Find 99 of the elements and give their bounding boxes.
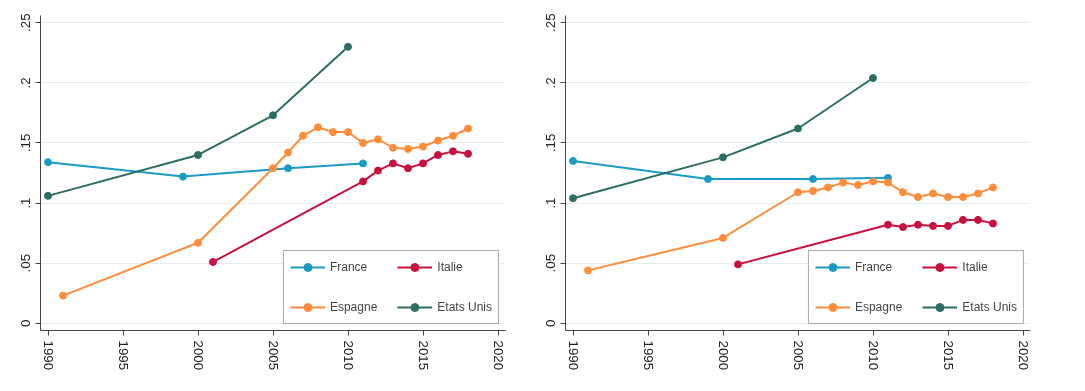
point	[179, 172, 187, 181]
point	[959, 215, 967, 224]
x-tick-label: 2010	[340, 340, 356, 371]
x-tick-label: 1990	[40, 340, 56, 371]
legend-label: France	[854, 260, 893, 274]
point	[719, 153, 727, 162]
point	[449, 147, 457, 156]
point	[44, 158, 52, 167]
point	[419, 142, 427, 151]
point	[884, 220, 892, 229]
point	[464, 124, 472, 133]
y-tick-label: .25	[18, 13, 34, 32]
point	[884, 178, 892, 187]
point	[959, 193, 967, 202]
point	[974, 189, 982, 198]
point	[584, 266, 592, 275]
point	[344, 128, 352, 137]
x-tick-label: 1995	[115, 340, 131, 371]
legend-label: Espagne	[854, 300, 903, 314]
point	[194, 150, 202, 159]
legend-label: Etats Unis	[437, 300, 492, 314]
x-tick-label: 2020	[490, 340, 506, 371]
y-tick-label: .1	[18, 197, 34, 209]
point	[419, 159, 427, 168]
point	[374, 166, 382, 175]
x-tick-label: 2020	[1015, 340, 1031, 371]
x-tick-label: 2015	[940, 340, 956, 371]
point	[359, 177, 367, 186]
point	[899, 223, 907, 232]
point	[269, 164, 277, 173]
x-tick-label: 2005	[790, 340, 806, 371]
point	[359, 159, 367, 168]
point	[434, 136, 442, 145]
point	[344, 42, 352, 51]
point	[929, 221, 937, 230]
point	[404, 144, 412, 153]
y-tick-label: .15	[543, 133, 559, 153]
point	[44, 191, 52, 200]
point	[389, 159, 397, 168]
point	[194, 238, 202, 247]
y-tick-label: .1	[543, 197, 559, 209]
point	[359, 138, 367, 147]
point	[59, 291, 67, 300]
point	[944, 193, 952, 202]
x-tick-label: 1995	[640, 340, 656, 371]
point	[869, 177, 877, 186]
point	[374, 135, 382, 144]
y-tick-label: 0	[18, 319, 34, 327]
point	[929, 189, 937, 198]
point	[284, 164, 292, 173]
point	[209, 257, 217, 266]
y-tick-label: .2	[18, 77, 34, 89]
legend-label: France	[329, 260, 368, 274]
point	[269, 111, 277, 120]
point	[824, 183, 832, 192]
point	[794, 124, 802, 133]
y-tick-label: 0	[543, 319, 559, 327]
x-tick-label: 2010	[865, 340, 881, 371]
point	[284, 148, 292, 157]
point	[449, 131, 457, 140]
point	[299, 131, 307, 140]
point	[914, 193, 922, 202]
point	[989, 183, 997, 192]
x-tick-label: 2000	[190, 340, 206, 371]
x-tick-label: 2000	[715, 340, 731, 371]
y-tick-label: .05	[18, 253, 34, 273]
y-tick-label: .05	[543, 253, 559, 273]
point	[329, 128, 337, 137]
point	[569, 194, 577, 203]
point	[404, 164, 412, 173]
point	[794, 188, 802, 197]
x-tick-label: 2015	[415, 340, 431, 371]
x-tick-label: 1990	[565, 340, 581, 371]
point	[734, 260, 742, 269]
point	[434, 150, 442, 159]
point	[464, 149, 472, 158]
point	[719, 233, 727, 242]
point	[809, 187, 817, 196]
point	[989, 219, 997, 228]
point	[944, 221, 952, 230]
point	[899, 188, 907, 197]
point	[854, 181, 862, 190]
y-tick-label: .25	[543, 13, 559, 32]
legend-label: Italie	[437, 260, 463, 274]
point	[914, 220, 922, 229]
legend-label: Espagne	[329, 300, 378, 314]
point	[314, 123, 322, 132]
legend-label: Etats Unis	[962, 300, 1017, 314]
y-tick-label: .2	[543, 77, 559, 89]
y-tick-label: .15	[18, 133, 34, 153]
point	[869, 74, 877, 83]
point	[974, 215, 982, 224]
legend-label: Italie	[962, 260, 988, 274]
point	[389, 143, 397, 152]
point	[569, 156, 577, 165]
point	[809, 175, 817, 183]
x-tick-label: 2005	[265, 340, 281, 371]
point	[704, 175, 712, 183]
point	[839, 178, 847, 187]
